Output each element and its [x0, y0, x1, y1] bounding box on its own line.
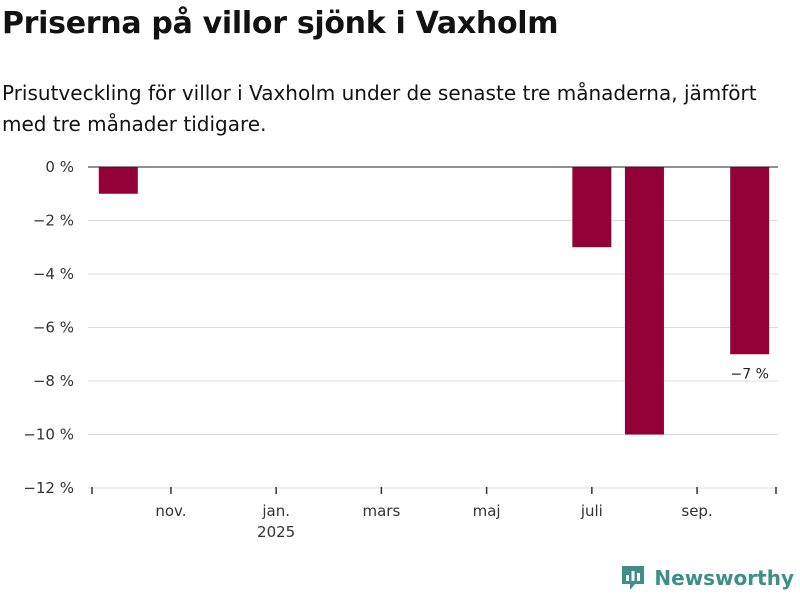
bar	[624, 167, 664, 435]
chart-subtitle: Prisutveckling för villor i Vaxholm unde…	[2, 81, 757, 136]
y-tick-label: −2 %	[33, 212, 74, 230]
y-tick-label: −8 %	[33, 372, 74, 390]
bar	[98, 167, 138, 194]
newsworthy-logo-icon	[622, 566, 645, 590]
y-tick-label: 0 %	[45, 158, 74, 176]
axes	[88, 166, 778, 494]
bar	[572, 167, 612, 248]
bar	[730, 167, 770, 355]
y-tick-label: −12 %	[23, 479, 74, 497]
x-tick-label: juli	[580, 502, 603, 520]
y-tick-label: −4 %	[33, 265, 74, 283]
y-tick-label: −6 %	[33, 319, 74, 337]
brand-name: Newsworthy	[654, 566, 794, 590]
x-tick-label: nov.	[155, 502, 186, 520]
x-tick-label: jan.	[261, 502, 290, 520]
bar-data-label: −7 %	[730, 366, 768, 382]
y-tick-label: −10 %	[23, 426, 74, 444]
x-tick-label: sep.	[681, 502, 712, 520]
chart-title: Priserna på villor sjönk i Vaxholm	[2, 6, 559, 41]
x-tick-sublabel: 2025	[257, 523, 295, 541]
brand: Newsworthy	[620, 564, 794, 592]
labels: 0 % −2 % −4 % −6 % −8 % −10 % −12 % −7 % nov. jan…	[23, 158, 769, 541]
x-tick-label: mars	[362, 502, 400, 520]
bars	[98, 167, 770, 435]
gridlines	[88, 220, 778, 489]
x-tick-label: maj	[473, 502, 501, 520]
